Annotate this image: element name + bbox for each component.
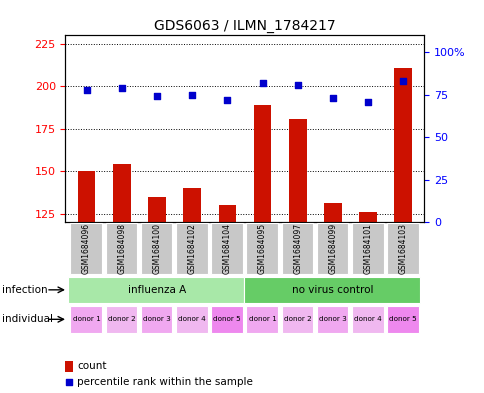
Point (293, 81, 301, 88)
FancyBboxPatch shape (211, 223, 242, 274)
FancyBboxPatch shape (244, 277, 419, 303)
Point (328, 95, 336, 101)
Text: count: count (77, 362, 106, 371)
Text: GSM1684101: GSM1684101 (363, 223, 372, 274)
Point (118, 85, 125, 91)
FancyBboxPatch shape (386, 223, 418, 274)
Text: GSM1684100: GSM1684100 (152, 223, 161, 274)
FancyBboxPatch shape (351, 223, 383, 274)
Text: GSM1684104: GSM1684104 (222, 223, 231, 274)
FancyBboxPatch shape (70, 223, 102, 274)
Text: GSM1684095: GSM1684095 (257, 223, 267, 274)
FancyBboxPatch shape (281, 306, 313, 332)
Text: percentile rank within the sample: percentile rank within the sample (77, 377, 252, 387)
FancyBboxPatch shape (176, 306, 207, 332)
FancyBboxPatch shape (68, 277, 244, 303)
Bar (218, 205, 236, 222)
Text: donor 1: donor 1 (248, 316, 276, 322)
Bar (77, 171, 95, 222)
FancyBboxPatch shape (106, 223, 137, 274)
FancyBboxPatch shape (351, 306, 383, 332)
Text: donor 4: donor 4 (178, 316, 206, 322)
Point (83, 86, 91, 93)
Text: donor 5: donor 5 (213, 316, 241, 322)
Point (398, 78, 406, 84)
Text: GSM1684096: GSM1684096 (82, 223, 91, 274)
Point (258, 80, 266, 86)
FancyBboxPatch shape (70, 306, 102, 332)
Bar (323, 203, 341, 222)
Bar (359, 212, 376, 222)
Text: influenza A: influenza A (128, 285, 186, 295)
Title: GDS6063 / ILMN_1784217: GDS6063 / ILMN_1784217 (154, 19, 335, 33)
Bar (288, 119, 306, 222)
FancyBboxPatch shape (316, 223, 348, 274)
Point (153, 93, 161, 99)
Text: donor 1: donor 1 (73, 316, 100, 322)
Point (188, 92, 196, 98)
Text: donor 3: donor 3 (143, 316, 170, 322)
Point (363, 98, 371, 105)
Text: donor 4: donor 4 (353, 316, 381, 322)
FancyBboxPatch shape (386, 306, 418, 332)
FancyBboxPatch shape (140, 223, 172, 274)
Text: GSM1684103: GSM1684103 (398, 223, 407, 274)
Bar (148, 196, 166, 222)
FancyBboxPatch shape (316, 306, 348, 332)
FancyBboxPatch shape (140, 306, 172, 332)
FancyBboxPatch shape (211, 306, 242, 332)
Bar (113, 164, 130, 222)
Bar (393, 68, 411, 222)
Text: GSM1684102: GSM1684102 (187, 223, 196, 274)
Text: donor 3: donor 3 (318, 316, 346, 322)
Point (65, 379, 73, 385)
Bar (65, 361, 73, 372)
Text: donor 5: donor 5 (389, 316, 416, 322)
Point (223, 97, 231, 103)
Text: GSM1684097: GSM1684097 (293, 223, 302, 274)
FancyBboxPatch shape (281, 223, 313, 274)
Bar (183, 188, 200, 222)
FancyBboxPatch shape (246, 306, 277, 332)
FancyBboxPatch shape (246, 223, 277, 274)
Text: no virus control: no virus control (291, 285, 373, 295)
Text: donor 2: donor 2 (283, 316, 311, 322)
Text: individual: individual (2, 314, 53, 324)
Text: GSM1684098: GSM1684098 (117, 223, 126, 274)
FancyBboxPatch shape (106, 306, 137, 332)
Bar (253, 105, 271, 222)
Text: infection: infection (2, 285, 48, 295)
Text: GSM1684099: GSM1684099 (328, 223, 337, 274)
FancyBboxPatch shape (176, 223, 207, 274)
Text: donor 2: donor 2 (107, 316, 136, 322)
